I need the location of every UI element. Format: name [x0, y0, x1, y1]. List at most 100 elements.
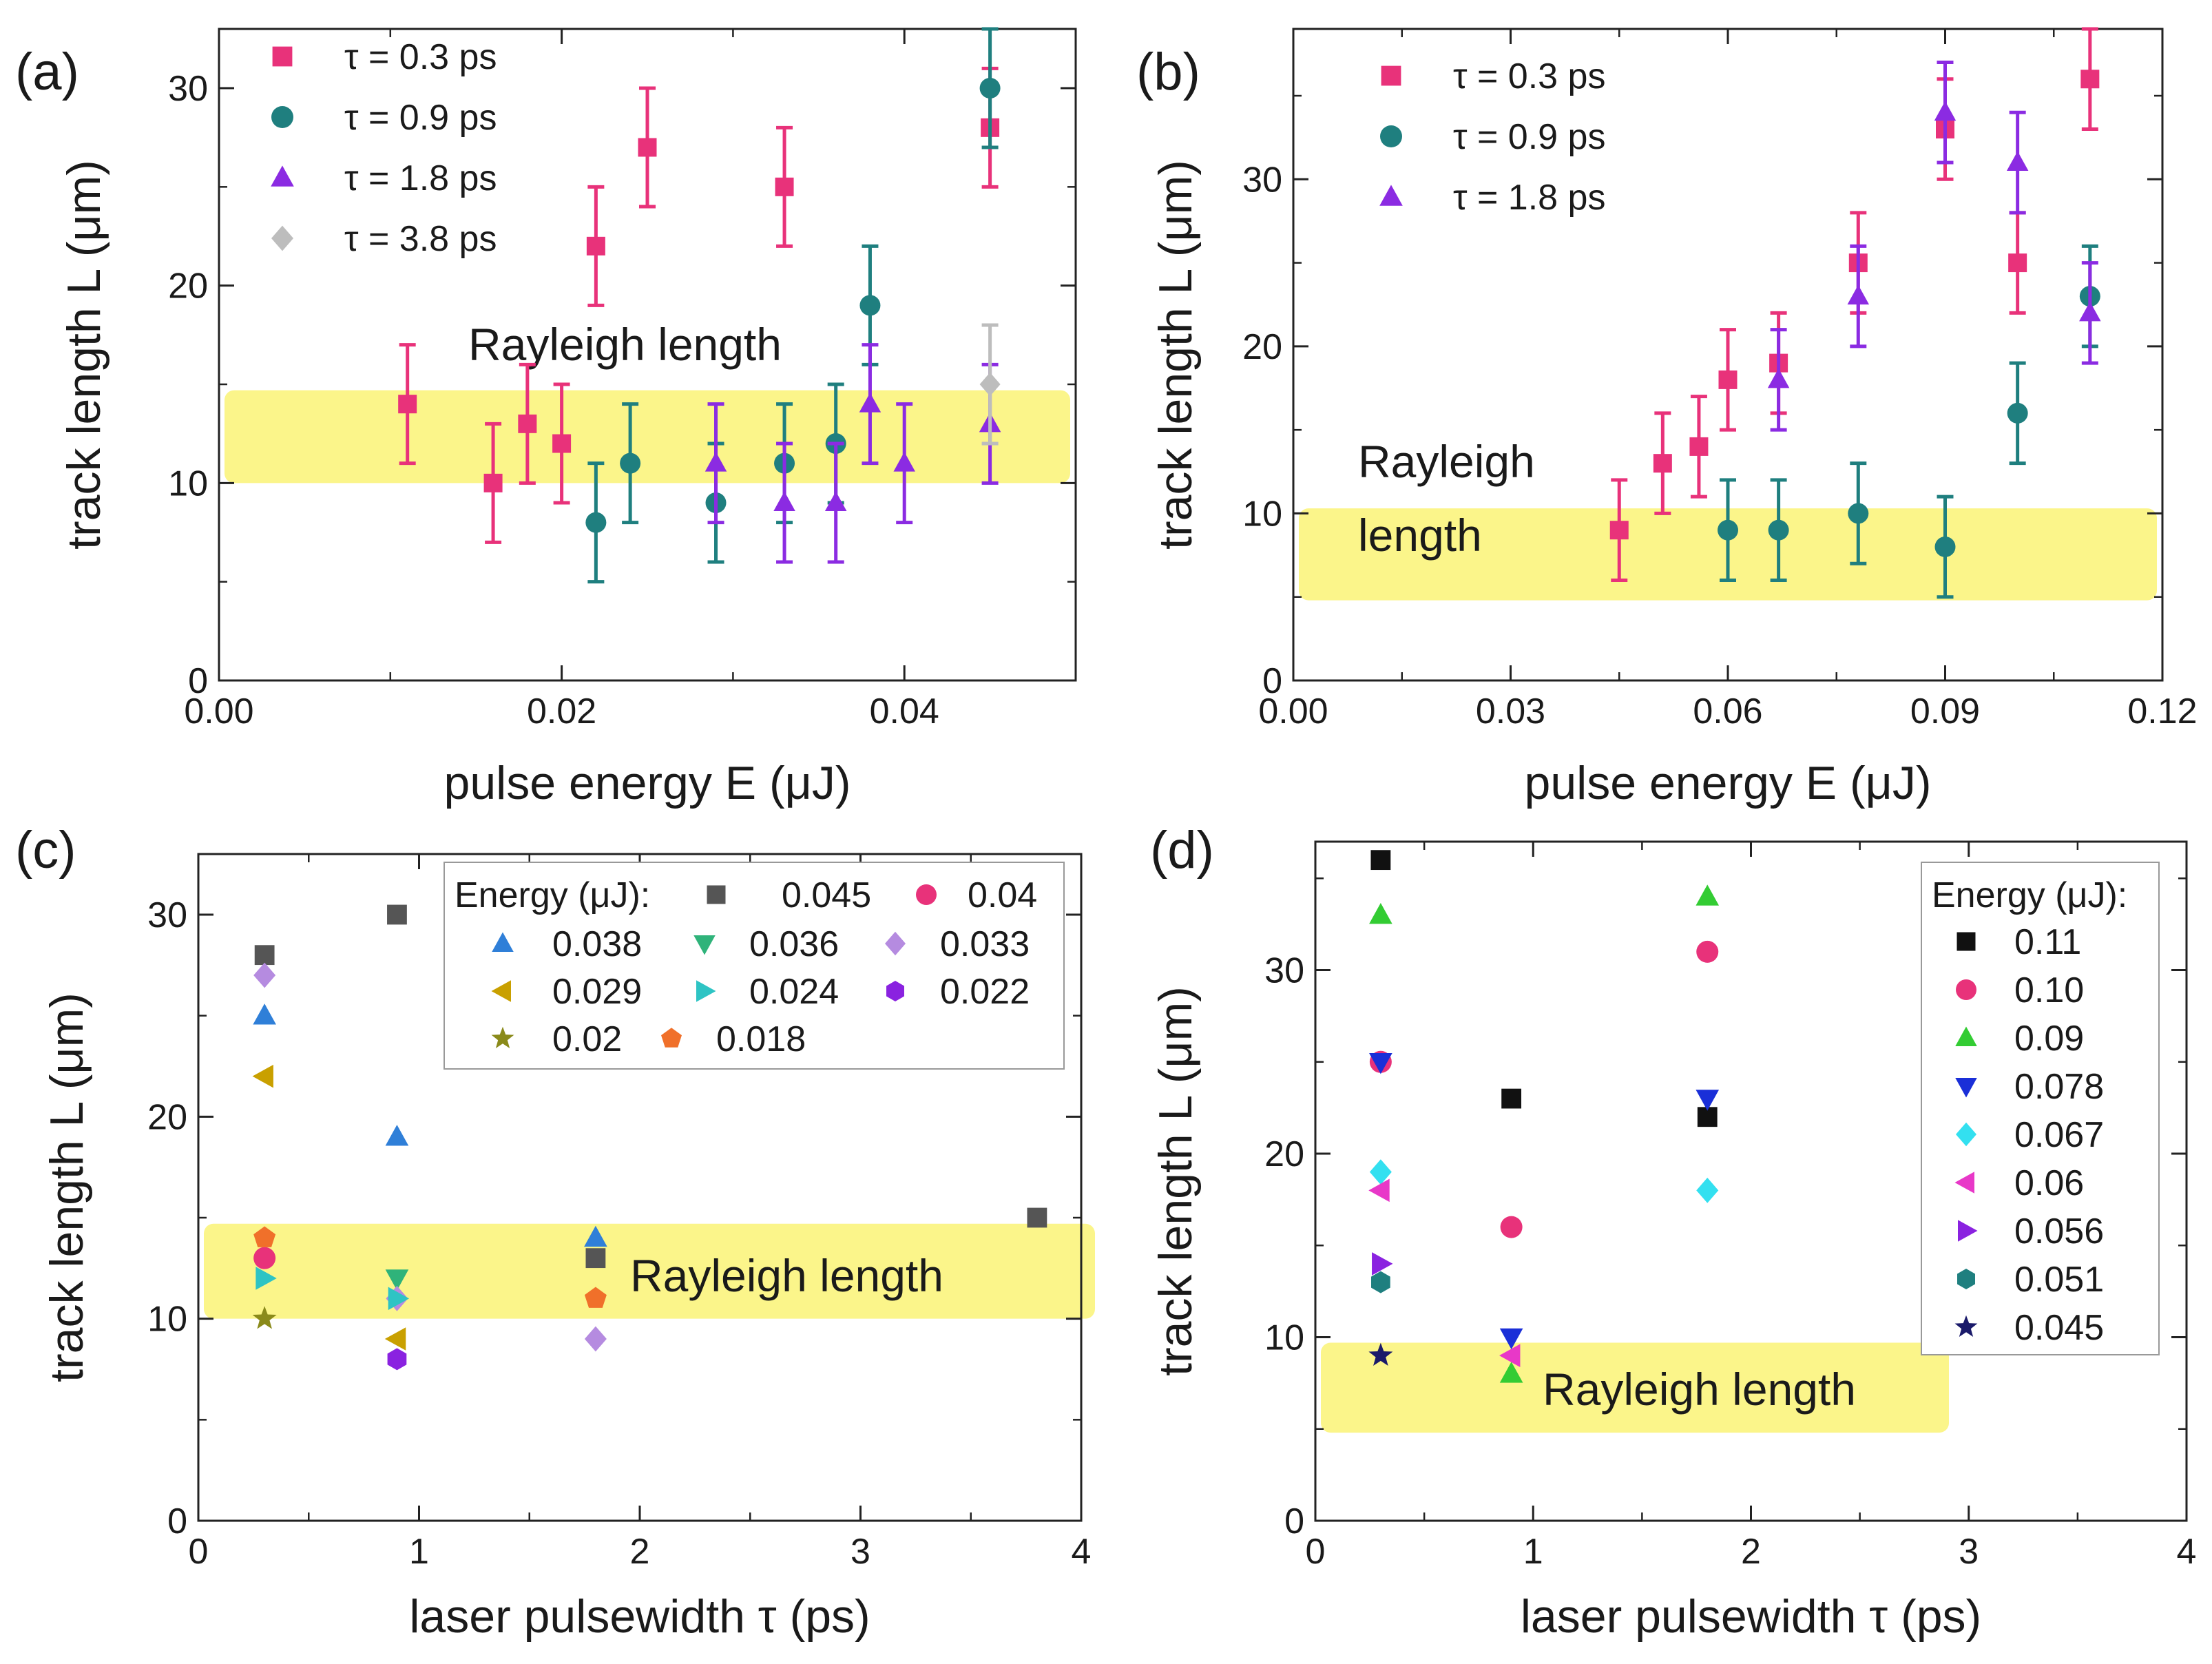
panel-label: (b) [1136, 43, 1200, 101]
data-point [252, 1306, 277, 1329]
data-point [254, 945, 275, 966]
x-tick-label: 0.02 [527, 691, 596, 731]
legend-entry: τ = 0.3 ps [344, 37, 497, 77]
series-6 [1372, 1252, 1393, 1276]
legend-entry: τ = 0.9 ps [1453, 117, 1605, 157]
y-tick-label: 20 [1242, 327, 1282, 367]
data-point [398, 395, 417, 414]
legend-marker [1956, 979, 1976, 1000]
data-point [2080, 70, 2100, 89]
x-axis-label: laser pulsewidth τ (ps) [409, 1590, 870, 1643]
data-point [979, 78, 1001, 98]
data-point [585, 512, 607, 533]
x-tick-label: 4 [2177, 1532, 2197, 1572]
y-tick-label: 30 [168, 69, 208, 109]
x-tick-label: 1 [1523, 1532, 1543, 1572]
data-point [253, 1226, 276, 1247]
data-point [2079, 301, 2101, 322]
legend-entry: 0.038 [552, 924, 642, 964]
legend-entry: 0.051 [2014, 1260, 2104, 1300]
data-point [1768, 519, 1789, 541]
panel-label: (c) [15, 821, 76, 880]
x-tick-label: 0.09 [1910, 691, 1980, 731]
rayleigh-band [1321, 1342, 1949, 1433]
data-point [253, 1003, 276, 1025]
y-axis-label: track length L (μm) [1149, 160, 1202, 550]
y-tick-label: 0 [167, 1501, 187, 1541]
y-axis-label: track length L (μm) [58, 160, 110, 550]
data-point [1696, 1177, 1719, 1203]
panel-c: 0 1 2 3 4 0 10 20 30 track length L (μm) laser pul… [15, 821, 1095, 1643]
legend-entry: 0.024 [749, 972, 839, 1012]
series-2 [253, 1003, 607, 1247]
data-point [1369, 1159, 1392, 1185]
legend-entry: 0.045 [782, 875, 871, 915]
series-0 [1609, 27, 2100, 582]
rayleigh-band [204, 1223, 1095, 1319]
data-point [1499, 1328, 1523, 1350]
legend-entry: τ = 1.8 ps [344, 158, 497, 198]
data-point [638, 138, 657, 157]
series-4 [1369, 1159, 1719, 1203]
y-tick-label: 10 [1264, 1318, 1304, 1358]
y-tick-label: 10 [1242, 494, 1282, 534]
y-tick-label: 20 [1264, 1134, 1304, 1174]
data-point [2006, 151, 2029, 171]
rayleigh-band [225, 390, 1070, 483]
series-1 [1369, 940, 1719, 1238]
legend-entry: 0.033 [940, 924, 1030, 964]
legend-marker [1958, 1220, 1978, 1242]
data-point [859, 393, 881, 413]
legend-entry: τ = 1.8 ps [1453, 178, 1605, 218]
series-7 [387, 1348, 407, 1371]
x-axis-label: pulse energy E (μJ) [444, 757, 851, 809]
legend-marker [271, 106, 293, 128]
panel-a: 0.00 0.02 0.04 0 10 20 30 track length L (μm) pu… [15, 27, 1077, 809]
y-tick-label: 20 [168, 267, 208, 306]
panel-d: 0 1 2 3 4 0 10 20 30 track length L (μm) laser pul… [1149, 821, 2196, 1643]
x-tick-label: 2 [630, 1532, 650, 1572]
legend-marker [1955, 1078, 1977, 1098]
legend-marker [1380, 125, 1402, 147]
data-point [385, 1269, 409, 1291]
data-point [385, 1125, 409, 1146]
legend-entry: 0.067 [2014, 1115, 2104, 1155]
legend-marker [707, 885, 726, 904]
series-1 [253, 1247, 276, 1269]
x-tick-label: 0.04 [870, 691, 939, 731]
legend-marker [1381, 65, 1401, 86]
x-tick-label: 1 [409, 1532, 429, 1572]
y-tick-label: 0 [188, 661, 208, 701]
legend-marker [916, 884, 937, 905]
legend-marker [271, 165, 294, 187]
data-point [705, 452, 727, 472]
legend-marker [1957, 1269, 1975, 1289]
panel-label: (a) [15, 43, 79, 101]
data-point [775, 177, 794, 196]
x-tick-label: 0.03 [1476, 691, 1545, 731]
rayleigh-label-line1: Rayleigh [1358, 436, 1535, 487]
legend-marker [491, 1026, 514, 1048]
data-point [387, 904, 407, 925]
legend-title: Energy (μJ): [1932, 875, 2127, 915]
data-point [585, 1248, 606, 1269]
legend-marker [886, 981, 904, 1001]
legend-entry: 0.029 [552, 972, 642, 1012]
data-point [1500, 1216, 1523, 1238]
data-point [255, 1267, 277, 1290]
data-point [1501, 1088, 1522, 1109]
series-6 [255, 1267, 410, 1311]
data-point [1934, 101, 1957, 121]
data-point [1848, 503, 1869, 524]
data-point [1369, 902, 1392, 924]
rayleigh-label: Rayleigh length [468, 319, 782, 370]
legend-marker [1955, 1026, 1977, 1046]
panel-b: 0.00 0.03 0.06 0.09 0.12 0 10 20 30 track length … [1136, 27, 2198, 809]
legend-entry: 0.10 [2014, 970, 2084, 1010]
y-tick-label: 0 [1262, 661, 1282, 701]
series-0 [254, 904, 1047, 1269]
legend-marker [1954, 1315, 1978, 1337]
data-point [1369, 1052, 1392, 1074]
y-tick-label: 20 [147, 1097, 187, 1137]
